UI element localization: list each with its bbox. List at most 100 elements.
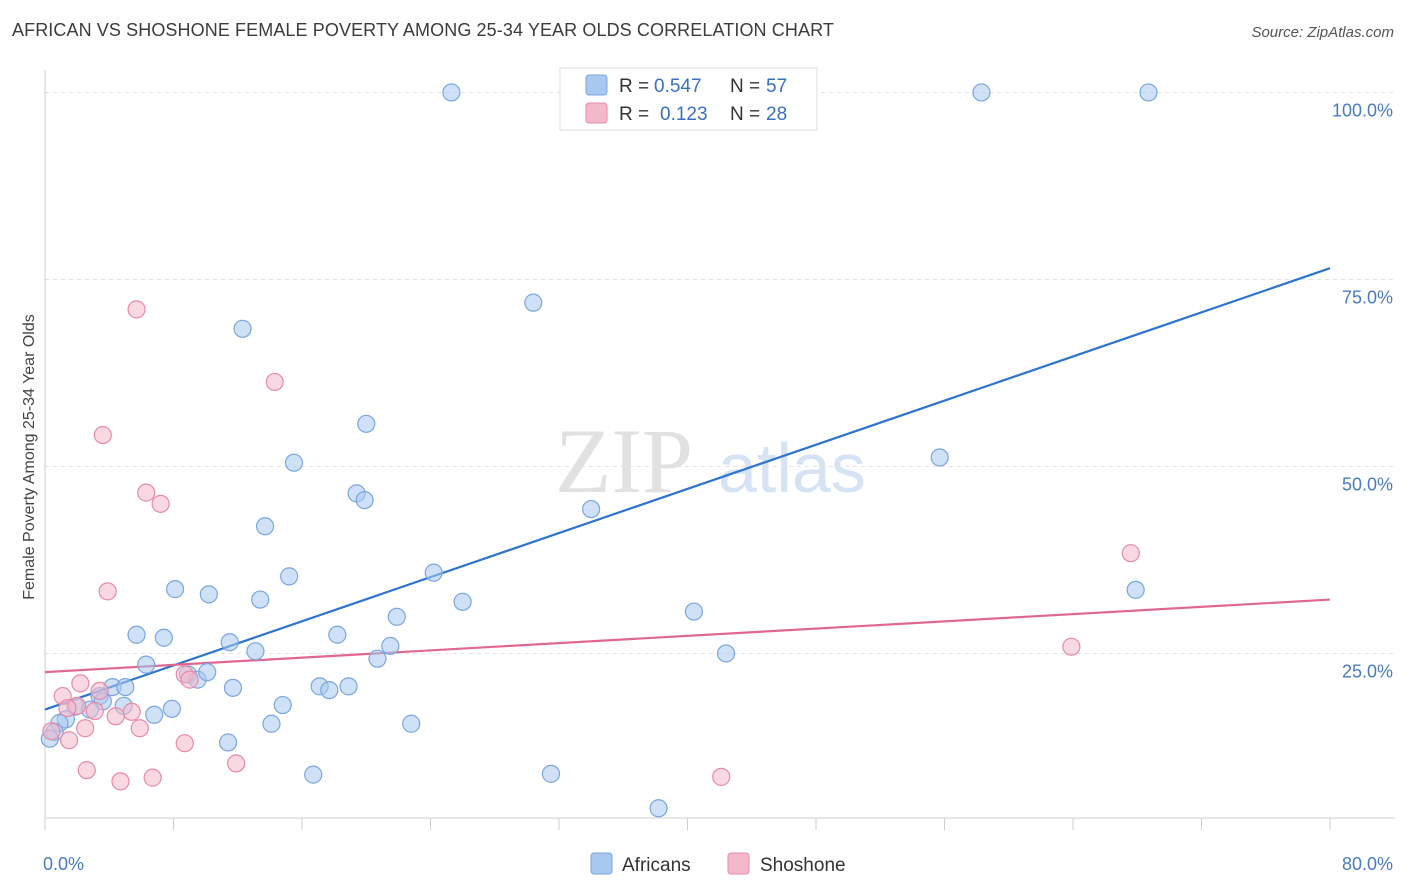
shoshone-point-2 <box>93 425 112 445</box>
africans-point-36 <box>339 677 358 696</box>
shoshone-point-21 <box>59 731 79 750</box>
legend-swatch-africans <box>585 74 608 96</box>
africans-point-21 <box>127 625 146 644</box>
data-points <box>40 83 1158 818</box>
shoshone-point-16 <box>106 707 125 726</box>
shoshone-point-14 <box>122 702 141 721</box>
africans-point-27 <box>716 644 736 663</box>
legend-box: R = 0.547 N = 57 R = 0.123 N = 28 <box>559 67 818 131</box>
africans-point-14 <box>280 567 299 586</box>
bottom-legend-swatch-shoshone <box>727 852 750 875</box>
africans-point-0 <box>442 83 461 102</box>
legend-r-label-1: R = <box>619 76 649 97</box>
shoshone-point-7 <box>1062 637 1081 656</box>
africans-point-2 <box>1139 83 1158 102</box>
shoshone-point-27 <box>712 767 731 786</box>
africans-point-15 <box>166 580 185 599</box>
x-tick-label-1: 80.0% <box>1342 854 1393 874</box>
africans-point-42 <box>162 699 181 718</box>
shoshone-point-11 <box>90 681 109 700</box>
watermark-zip: ZIP <box>555 410 693 512</box>
legend-n-value-1: 57 <box>766 76 787 97</box>
shoshone-point-4 <box>151 494 170 513</box>
chart-source: Source: ZipAtlas.com <box>1251 24 1394 41</box>
africans-point-52 <box>219 733 238 752</box>
shoshone-point-5 <box>1121 544 1140 563</box>
shoshone-point-9 <box>180 670 199 689</box>
shoshone-trend-line <box>44 598 1331 674</box>
africans-point-43 <box>273 695 292 715</box>
africans-point-38 <box>223 678 243 697</box>
africans-point-16 <box>199 585 218 604</box>
y-tick-label-0: 100.0% <box>1332 100 1393 120</box>
shoshone-point-23 <box>227 754 246 773</box>
africans-point-50 <box>262 714 281 733</box>
bottom-legend-swatch-africans <box>590 852 613 875</box>
africans-point-54 <box>541 764 561 783</box>
shoshone-point-25 <box>111 772 130 791</box>
africans-point-7 <box>284 453 304 472</box>
legend-n-label-2: N = <box>730 104 760 125</box>
chart-title: AFRICAN VS SHOSHONE FEMALE POVERTY AMONG… <box>12 20 834 40</box>
legend-n-label-1: N = <box>730 76 760 97</box>
africans-point-22 <box>154 628 173 647</box>
africans-point-10 <box>582 499 601 519</box>
legend-r-label-2: R = <box>619 104 649 125</box>
y-tick-label-2: 50.0% <box>1342 474 1393 494</box>
africans-point-12 <box>1126 580 1145 599</box>
africans-point-28 <box>368 649 387 668</box>
africans-point-44 <box>145 705 164 724</box>
shoshone-point-22 <box>175 734 194 753</box>
shoshone-point-17 <box>58 698 77 718</box>
tick-labels: 100.0% 75.0% 50.0% 25.0% 0.0% 80.0% <box>43 100 1393 874</box>
shoshone-point-18 <box>76 719 95 738</box>
shoshone-point-20 <box>42 722 61 741</box>
africans-trend-line <box>44 267 1331 711</box>
africans-point-55 <box>649 799 668 818</box>
africans-point-5 <box>357 414 376 433</box>
africans-point-17 <box>251 590 270 609</box>
shoshone-point-24 <box>77 761 96 780</box>
shoshone-point-0 <box>127 300 146 319</box>
shoshone-point-6 <box>98 582 117 601</box>
africans-point-9 <box>355 491 374 510</box>
africans-point-29 <box>137 655 156 674</box>
africans-point-3 <box>524 293 543 312</box>
legend-r-value-2: 0.123 <box>660 104 708 125</box>
trend-lines <box>44 267 1331 711</box>
legend-r-value-1: 0.547 <box>654 76 702 97</box>
y-tick-label-3: 25.0% <box>1342 661 1393 681</box>
africans-point-32 <box>198 663 217 682</box>
x-tick-label-0: 0.0% <box>43 854 84 874</box>
africans-point-18 <box>453 592 472 611</box>
africans-point-24 <box>220 633 239 652</box>
shoshone-point-3 <box>137 483 156 502</box>
legend-swatch-shoshone <box>585 102 608 124</box>
africans-point-13 <box>424 563 443 582</box>
legend-n-value-2: 28 <box>766 104 787 125</box>
shoshone-point-15 <box>85 701 104 721</box>
axes <box>44 70 1395 830</box>
bottom-legend: Africans Shoshone <box>590 852 846 876</box>
africans-point-20 <box>684 602 704 621</box>
bottom-legend-shoshone: Shoshone <box>760 855 846 876</box>
bottom-legend-africans: Africans <box>622 855 691 876</box>
shoshone-point-19 <box>130 719 149 738</box>
africans-point-53 <box>304 765 323 784</box>
africans-point-25 <box>246 642 265 661</box>
watermark-atlas: atlas <box>718 429 866 507</box>
africans-point-49 <box>402 714 421 733</box>
africans-point-19 <box>387 607 406 626</box>
y-axis-label: Female Poverty Among 25-34 Year Olds <box>21 314 38 600</box>
shoshone-point-10 <box>71 674 90 693</box>
grid-lines <box>45 91 1395 654</box>
africans-point-26 <box>381 636 400 656</box>
africans-point-37 <box>320 680 339 700</box>
shoshone-point-26 <box>143 768 162 787</box>
africans-point-6 <box>930 448 949 467</box>
africans-point-11 <box>255 517 275 536</box>
africans-point-34 <box>116 677 135 697</box>
shoshone-point-1 <box>265 372 284 392</box>
africans-point-4 <box>233 319 252 338</box>
